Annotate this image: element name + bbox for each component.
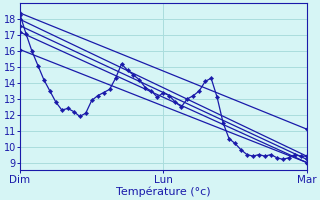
- X-axis label: Température (°c): Température (°c): [116, 186, 211, 197]
